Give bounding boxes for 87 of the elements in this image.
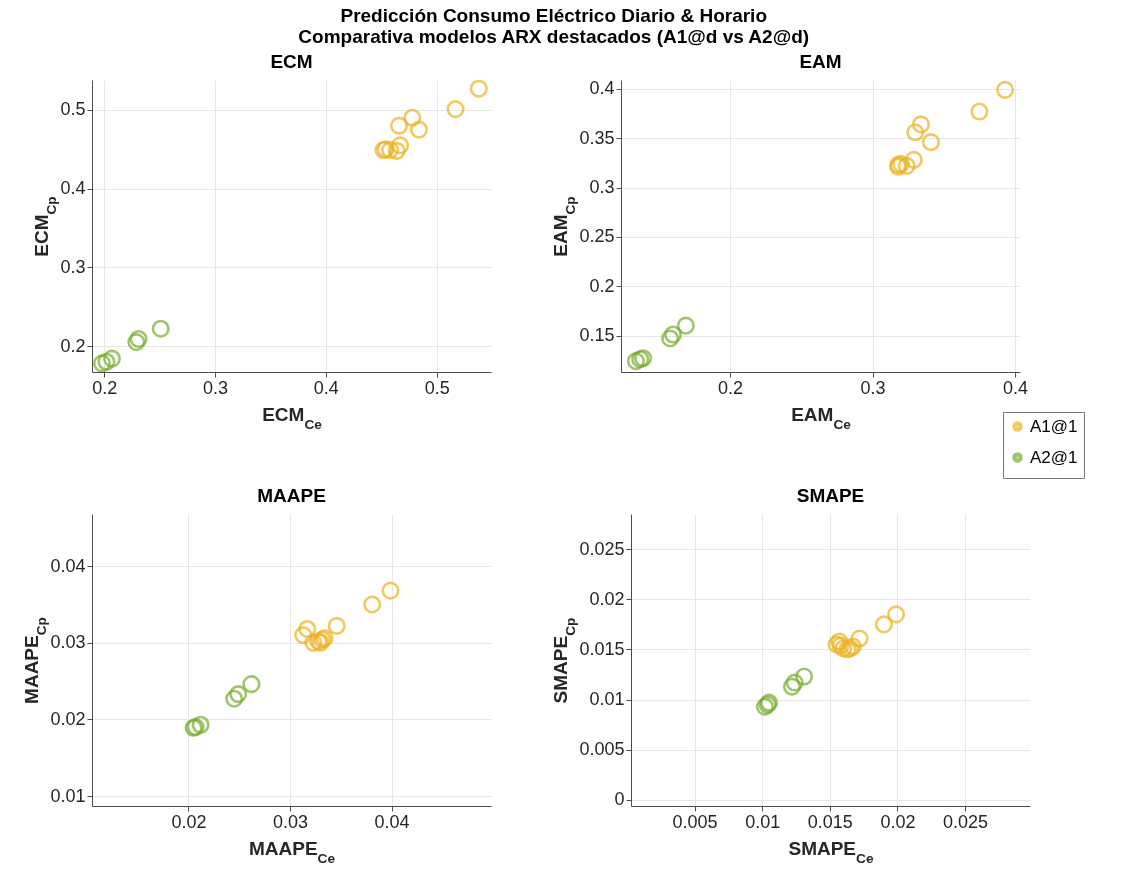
x-tick-label: 0.02: [171, 811, 207, 832]
point: [191, 715, 210, 734]
point: [129, 329, 148, 348]
point: [661, 329, 680, 348]
x-tick-label: 0.4: [1003, 377, 1029, 398]
point: [850, 629, 869, 648]
y-tick-label: 0.4: [60, 178, 86, 199]
x-axis-title: EAM$_{Ce}$: [791, 403, 852, 431]
text: Predicción Consumo Eléctrico Diario & Horario: [340, 4, 768, 26]
y-tick-label: 0.01: [50, 785, 86, 806]
point: [469, 80, 488, 98]
y-tick-label: 0.2: [60, 335, 86, 356]
point: [904, 150, 923, 169]
y-tick-label: 0.3: [60, 256, 86, 277]
point: [795, 667, 814, 686]
x-tick-label: 0.01: [745, 811, 781, 832]
chart-title: SMAPE: [796, 485, 865, 506]
y-tick-label: 0.005: [579, 739, 625, 760]
point: [995, 80, 1015, 99]
point: [887, 605, 906, 624]
point: [151, 319, 170, 338]
point: [782, 677, 801, 696]
point: [127, 333, 146, 352]
point: [911, 115, 931, 134]
y-tick-label: 0.25: [579, 226, 615, 247]
point: [785, 673, 804, 692]
point: [897, 156, 916, 175]
y-tick-label: 0.2: [589, 275, 615, 296]
point: [242, 675, 261, 694]
y-tick-label: 0.5: [60, 99, 86, 120]
x-tick-label: 0.3: [860, 377, 886, 398]
legend-label: A1@1: [1030, 416, 1078, 436]
x-tick-label: 0.3: [203, 377, 229, 398]
y-tick-label: 0.03: [50, 632, 86, 653]
x-axis-title: MAAPE$_{Ce}$: [248, 837, 336, 865]
point: [298, 619, 317, 638]
x-tick-label: 0.4: [313, 377, 339, 398]
point: [874, 615, 893, 634]
y-tick-label: 0.02: [50, 708, 86, 729]
x-tick-label: 0.025: [943, 811, 989, 832]
point: [906, 123, 925, 142]
x-tick-label: 0.2: [92, 377, 118, 398]
x-axis-title: ECM$_{Ce}$: [262, 403, 323, 431]
point: [304, 633, 323, 652]
point: [446, 100, 465, 119]
x-tick-label: 0.5: [424, 377, 450, 398]
chart-title: ECM: [270, 51, 313, 72]
y-tick-label: 0.15: [579, 325, 615, 345]
point: [381, 581, 400, 600]
point: [97, 352, 116, 371]
x-tick-label: 0.03: [272, 811, 308, 832]
point: [229, 685, 248, 704]
x-tick-label: 0.02: [880, 811, 916, 832]
point: [403, 108, 422, 127]
point: [387, 141, 406, 160]
point: [327, 616, 346, 635]
y-tick-label: 0.02: [589, 588, 625, 609]
x-tick-label: 0.2: [718, 377, 744, 398]
chart-title: MAAPE: [257, 485, 326, 506]
point: [663, 325, 683, 344]
point: [92, 354, 112, 372]
point: [970, 102, 989, 121]
point: [626, 352, 646, 371]
point: [294, 626, 313, 645]
x-axis-title: SMAPE$_{Ce}$: [788, 837, 874, 865]
y-tick-label: 0.025: [579, 538, 625, 559]
point: [676, 316, 695, 335]
y-tick-label: 0.04: [50, 555, 86, 576]
point: [102, 349, 121, 368]
x-tick-label: 0.005: [672, 811, 718, 832]
chart-title: EAM: [799, 50, 842, 72]
y-tick-label: 0.015: [579, 638, 625, 659]
legend-label: A2@1: [1030, 447, 1078, 467]
x-tick-label: 0.04: [374, 811, 410, 832]
y-tick-label: 0: [614, 789, 625, 810]
point: [409, 120, 428, 139]
point: [391, 136, 410, 155]
y-tick-label: 0.4: [589, 78, 615, 99]
y-tick-label: 0.01: [589, 689, 625, 710]
point: [921, 133, 940, 152]
point: [225, 689, 244, 708]
y-tick-label: 0.35: [579, 127, 615, 148]
point: [363, 595, 382, 614]
y-tick-label: 0.3: [589, 177, 615, 198]
text: Comparativa modelos ARX destacados (A1@d vs A2@d): [298, 25, 810, 47]
x-tick-label: 0.015: [807, 811, 853, 832]
point: [389, 116, 409, 135]
